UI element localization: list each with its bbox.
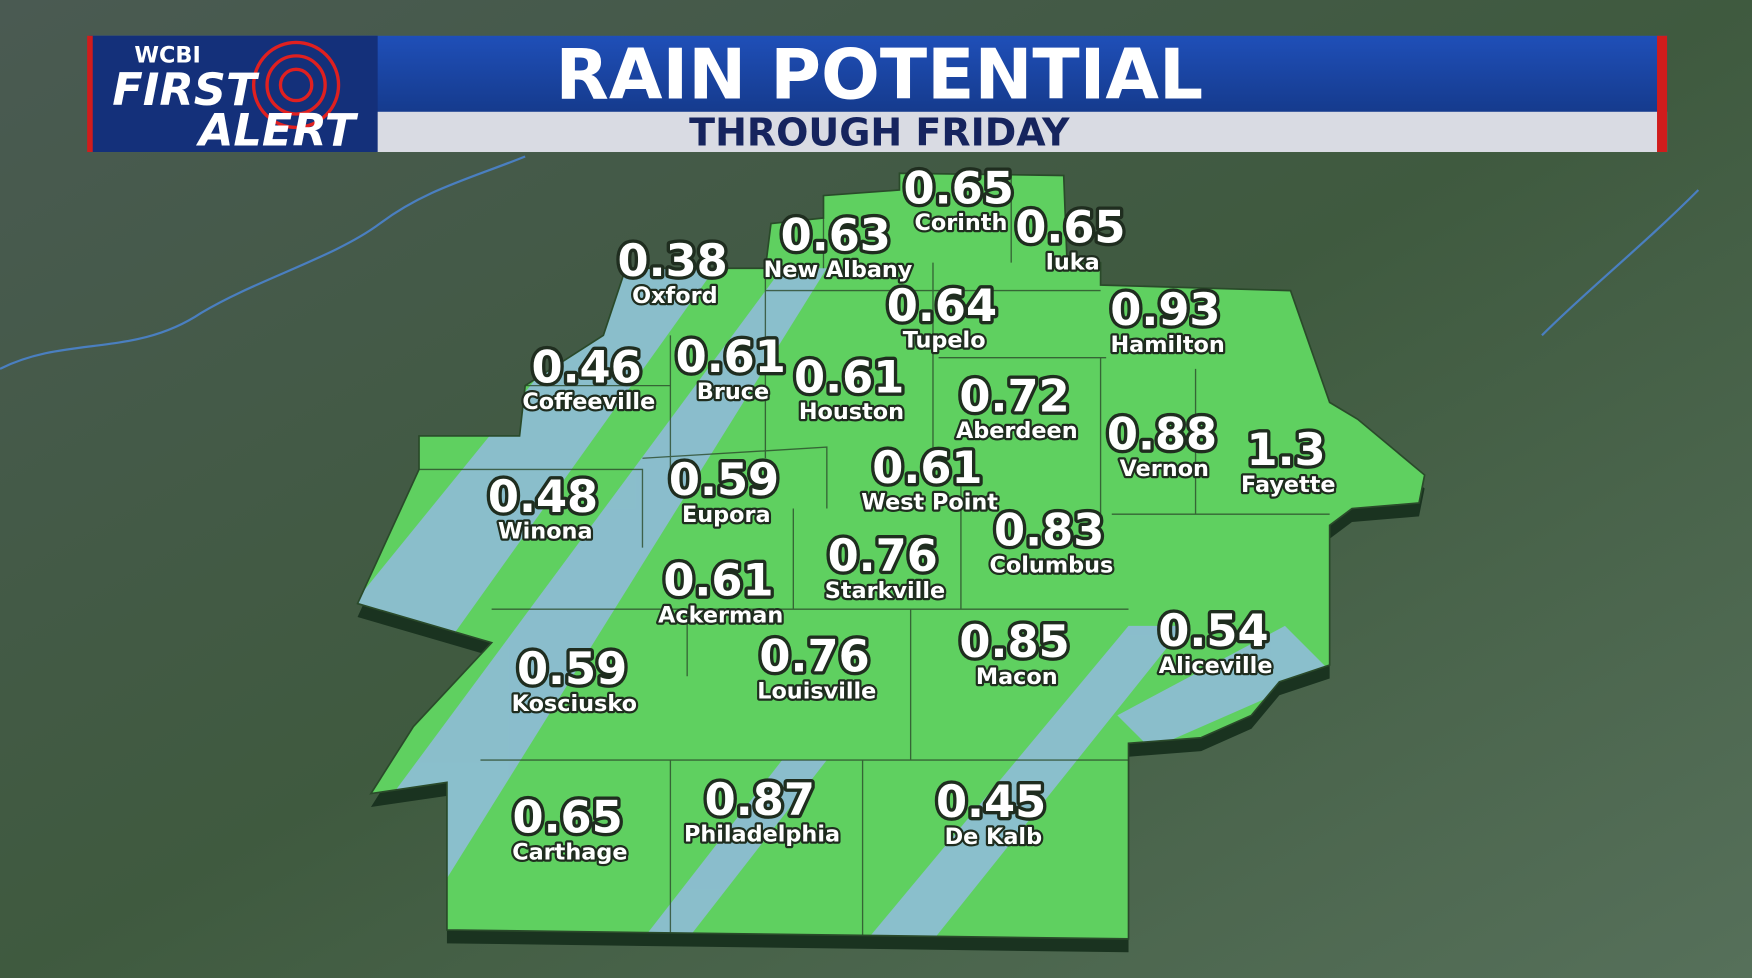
- city-name: De Kalb: [945, 824, 1043, 850]
- rain-amount: 0.65: [512, 792, 622, 844]
- city-name: Eupora: [682, 502, 771, 528]
- city-name: Carthage: [512, 840, 627, 866]
- rain-amount: 0.59: [517, 643, 627, 695]
- rain-amount: 0.76: [828, 530, 938, 582]
- rain-amount: 1.3: [1246, 424, 1325, 476]
- rain-amount: 0.38: [618, 235, 728, 287]
- city-name: New Albany: [764, 257, 913, 283]
- rain-amount: 0.83: [994, 504, 1104, 556]
- city-name: Houston: [799, 399, 904, 425]
- city-name: Iuka: [1046, 249, 1100, 275]
- rain-amount: 0.45: [936, 776, 1046, 828]
- rain-amount: 0.63: [781, 209, 891, 261]
- city-name: Ackerman: [658, 603, 783, 629]
- rain-amount: 0.61: [676, 331, 786, 383]
- rain-amount: 0.46: [531, 341, 641, 393]
- city-name: Winona: [498, 519, 593, 545]
- rain-amount: 0.54: [1158, 605, 1268, 657]
- rain-amount: 0.48: [488, 471, 598, 523]
- rain-amount: 0.85: [959, 616, 1069, 668]
- rain-amount: 0.65: [1015, 202, 1125, 254]
- rain-amount: 0.93: [1110, 284, 1220, 336]
- title: RAIN POTENTIAL: [556, 35, 1204, 115]
- rain-amount: 0.65: [904, 162, 1014, 214]
- city-name: Coffeeville: [522, 389, 655, 415]
- rain-amount: 0.59: [669, 454, 779, 506]
- rain-amount: 0.88: [1107, 408, 1217, 460]
- city-name: Tupelo: [903, 328, 986, 354]
- city-name: Aberdeen: [956, 418, 1078, 444]
- subtitle: THROUGH FRIDAY: [689, 110, 1070, 154]
- rain-amount: 0.76: [759, 631, 869, 683]
- city-name: Vernon: [1120, 456, 1209, 482]
- city-name: Oxford: [632, 283, 717, 309]
- red-edge: [87, 35, 93, 153]
- radar-logo: [251, 40, 341, 130]
- header-banner: WCBI FIRST ALERT RAIN POTENTIAL THROUGH …: [87, 35, 1668, 156]
- rain-amount: 0.61: [872, 442, 982, 494]
- city-name: Columbus: [990, 552, 1114, 578]
- city-name: Starkville: [825, 578, 945, 604]
- city-name: Hamilton: [1110, 332, 1224, 358]
- city-name: Kosciusko: [512, 691, 637, 717]
- city-name: West Point: [861, 490, 998, 516]
- river: [1541, 189, 1700, 337]
- city-name: Aliceville: [1159, 653, 1273, 679]
- logo-line2: ALERT: [196, 104, 359, 156]
- city-name: Philadelphia: [684, 822, 840, 848]
- logo-box: [89, 35, 378, 153]
- rain-amount: 0.61: [663, 555, 773, 607]
- city-name: Louisville: [757, 679, 876, 705]
- red-edge: [1657, 35, 1668, 153]
- city-name: Macon: [976, 664, 1058, 690]
- river: [0, 155, 526, 370]
- city-name: Bruce: [697, 379, 769, 405]
- city-name: Corinth: [914, 210, 1007, 236]
- city-name: Fayette: [1241, 472, 1336, 498]
- rain-amount: 0.72: [959, 370, 1069, 422]
- logo-line1: FIRST: [112, 64, 260, 116]
- rain-amount: 0.64: [887, 280, 997, 332]
- rain-amount: 0.87: [705, 774, 815, 826]
- station-name: WCBI: [134, 43, 200, 69]
- rain-amount: 0.61: [794, 351, 904, 403]
